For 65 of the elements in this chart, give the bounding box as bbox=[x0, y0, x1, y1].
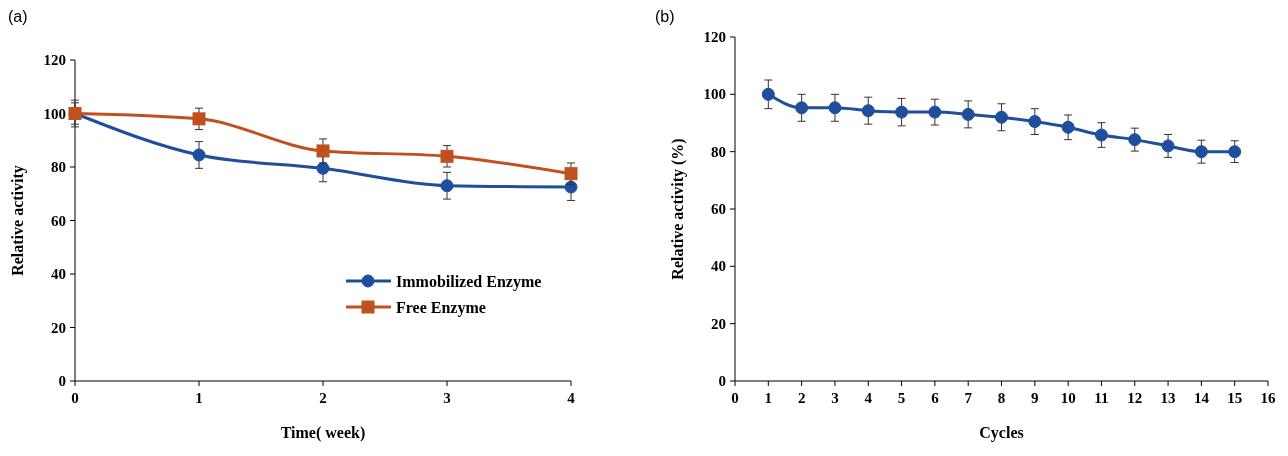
y-tick-label: 40 bbox=[51, 266, 66, 282]
point bbox=[961, 107, 975, 121]
x-tick-label: 3 bbox=[831, 390, 839, 406]
point bbox=[1028, 115, 1042, 129]
legend-label: Immobilized Enzyme bbox=[396, 273, 542, 291]
x-tick-label: 1 bbox=[764, 390, 773, 406]
point bbox=[1061, 120, 1075, 134]
point bbox=[440, 149, 454, 163]
point bbox=[1194, 145, 1208, 159]
x-tick-label: 4 bbox=[567, 390, 576, 406]
y-tick-label: 100 bbox=[43, 105, 66, 122]
x-axis-title: Cycles bbox=[979, 424, 1024, 442]
x-tick-label: 15 bbox=[1227, 390, 1243, 406]
point bbox=[828, 101, 842, 115]
x-tick-label: 1 bbox=[195, 390, 203, 406]
x-tick-label: 8 bbox=[997, 390, 1006, 406]
x-tick-label: 12 bbox=[1127, 390, 1143, 406]
chart-title: (b) bbox=[655, 8, 675, 25]
x-tick-label: 0 bbox=[731, 390, 739, 406]
point bbox=[1228, 145, 1242, 159]
y-tick-label: 120 bbox=[43, 52, 66, 68]
point bbox=[795, 101, 809, 115]
y-tick-label: 100 bbox=[703, 86, 726, 103]
x-tick-label: 14 bbox=[1193, 390, 1210, 406]
x-tick-label: 9 bbox=[1031, 390, 1039, 406]
point bbox=[895, 105, 909, 119]
y-tick-label: 80 bbox=[711, 143, 726, 160]
point bbox=[316, 144, 330, 158]
x-tick-label: 6 bbox=[931, 390, 940, 406]
x-tick-label: 10 bbox=[1060, 390, 1076, 406]
point bbox=[1094, 128, 1108, 142]
y-axis-title: Relative activity bbox=[9, 165, 27, 276]
x-tick-label: 7 bbox=[964, 390, 973, 406]
point bbox=[440, 179, 454, 193]
x-tick-label: 11 bbox=[1094, 390, 1109, 406]
x-tick-label: 2 bbox=[319, 390, 327, 406]
chart-title: (a) bbox=[8, 8, 28, 25]
y-tick-label: 40 bbox=[711, 258, 726, 275]
x-axis-title: Time( week) bbox=[280, 424, 366, 442]
point bbox=[995, 110, 1008, 124]
x-tick-label: 4 bbox=[864, 390, 873, 406]
x-tick-label: 3 bbox=[443, 390, 451, 406]
point bbox=[192, 148, 206, 162]
y-tick-label: 60 bbox=[711, 201, 726, 217]
y-tick-label: 0 bbox=[58, 373, 66, 389]
x-tick-label: 2 bbox=[797, 390, 806, 406]
point bbox=[1161, 139, 1175, 153]
point bbox=[861, 104, 875, 118]
y-tick-label: 20 bbox=[711, 315, 726, 332]
x-tick-label: 16 bbox=[1260, 390, 1276, 406]
x-tick-label: 5 bbox=[897, 390, 906, 406]
y-tick-label: 20 bbox=[51, 319, 66, 336]
y-tick-label: 120 bbox=[703, 29, 726, 45]
x-tick-label: 13 bbox=[1160, 390, 1176, 406]
point bbox=[1128, 133, 1142, 147]
y-tick-label: 60 bbox=[51, 212, 66, 229]
y-axis-title: Relative activity (%) bbox=[669, 138, 687, 280]
point bbox=[192, 112, 206, 126]
point bbox=[564, 167, 578, 181]
y-tick-label: 80 bbox=[51, 159, 66, 175]
point bbox=[761, 87, 775, 101]
legend-label: Free Enzyme bbox=[396, 299, 486, 317]
x-tick-label: 0 bbox=[71, 390, 79, 406]
point bbox=[928, 105, 942, 119]
y-tick-label: 0 bbox=[718, 373, 726, 389]
